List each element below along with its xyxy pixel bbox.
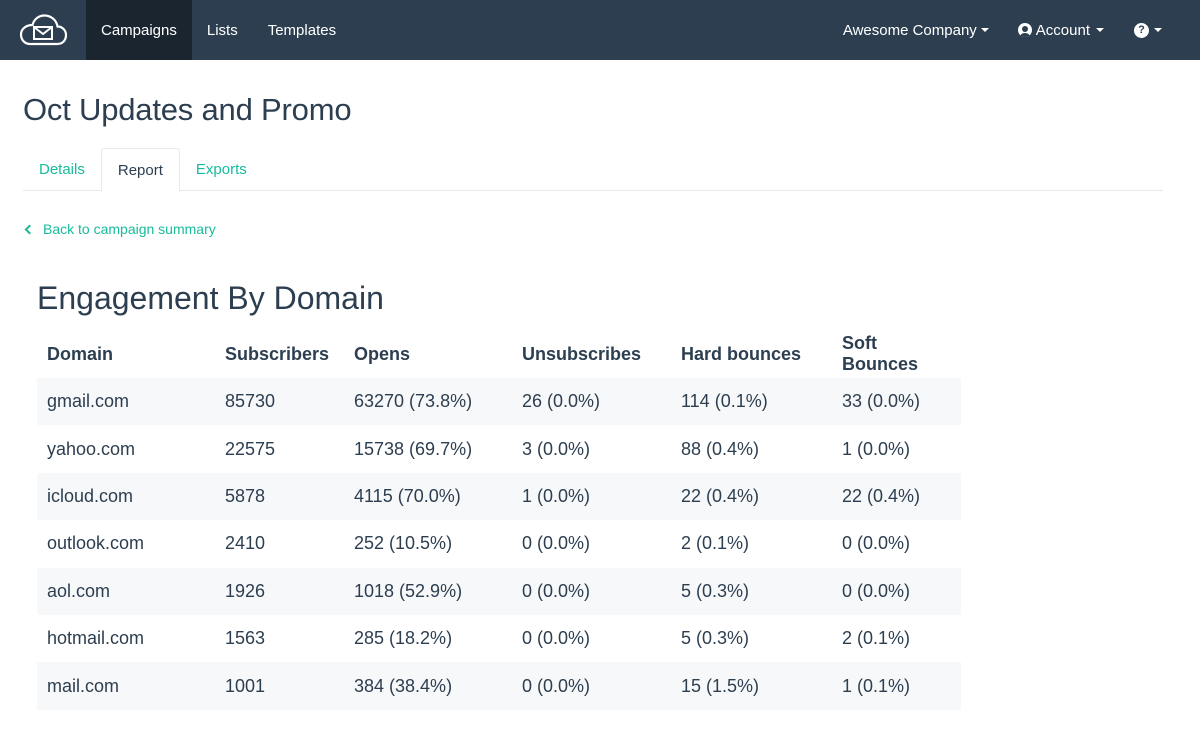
cell-unsubscribes: 1 (0.0%) <box>522 485 591 506</box>
cell-subscribers: 1926 <box>225 580 266 601</box>
question-circle-icon: ? <box>1134 22 1149 38</box>
page-title: Oct Updates and Promo <box>23 92 352 127</box>
cell-soft-bounces: 1 (0.0%) <box>842 438 911 459</box>
cell-subscribers: 2410 <box>225 533 266 554</box>
nav-templates[interactable]: Templates <box>267 21 337 39</box>
header-domain: Domain <box>47 343 114 364</box>
cloud-mail-icon <box>19 14 68 46</box>
header-row: Domain Subscribers Opens Unsubscribes Ha… <box>37 330 961 378</box>
company-dropdown[interactable]: Awesome Company <box>828 0 1003 60</box>
table-row: hotmail.com 1563 285 (18.2%) 0 (0.0%) 5 … <box>37 615 961 662</box>
cell-hard-bounces: 2 (0.1%) <box>681 533 750 554</box>
header-hard-bounces: Hard bounces <box>681 343 802 364</box>
cell-soft-bounces: 2 (0.1%) <box>842 628 911 649</box>
cell-domain: outlook.com <box>47 533 145 554</box>
cell-soft-bounces: 0 (0.0%) <box>842 533 911 554</box>
cell-domain: gmail.com <box>47 391 130 412</box>
account-dropdown[interactable]: Account <box>1003 0 1119 60</box>
cell-soft-bounces: 1 (0.1%) <box>842 675 911 696</box>
tab-report[interactable]: Report <box>100 148 180 192</box>
cell-domain: yahoo.com <box>47 438 136 459</box>
header-opens: Opens <box>354 343 411 364</box>
header-unsubscribes: Unsubscribes <box>522 343 642 364</box>
cell-opens: 252 (10.5%) <box>354 533 453 554</box>
cell-soft-bounces: 0 (0.0%) <box>842 580 911 601</box>
table-body: gmail.com 85730 63270 (73.8%) 26 (0.0%) … <box>37 378 961 710</box>
engagement-table: Domain Subscribers Opens Unsubscribes Ha… <box>37 330 961 710</box>
caret-down-icon <box>1096 28 1104 32</box>
cell-opens: 63270 (73.8%) <box>354 391 473 412</box>
header-soft-bounces: Soft Bounces <box>842 333 919 374</box>
cell-unsubscribes: 0 (0.0%) <box>522 675 591 696</box>
brand-logo[interactable] <box>0 0 86 60</box>
back-to-summary-link[interactable]: Back to campaign summary <box>23 221 216 237</box>
cell-subscribers: 1563 <box>225 628 266 649</box>
cell-soft-bounces: 22 (0.4%) <box>842 485 921 506</box>
user-circle-icon <box>1017 23 1032 37</box>
cell-domain: hotmail.com <box>47 628 145 649</box>
cell-hard-bounces: 5 (0.3%) <box>681 628 750 649</box>
cell-subscribers: 1001 <box>225 675 266 696</box>
nav-lists[interactable]: Lists <box>206 21 238 39</box>
cell-opens: 384 (38.4%) <box>354 675 453 696</box>
cell-hard-bounces: 22 (0.4%) <box>681 485 760 506</box>
back-link-label: Back to campaign summary <box>43 221 216 237</box>
table-row: gmail.com 85730 63270 (73.8%) 26 (0.0%) … <box>37 378 961 426</box>
caret-down-icon <box>980 28 989 32</box>
table-header: Domain Subscribers Opens Unsubscribes Ha… <box>37 330 961 378</box>
company-name: Awesome Company <box>842 21 977 39</box>
account-label: Account <box>1035 21 1090 39</box>
caret-down-icon <box>1154 28 1162 32</box>
help-dropdown[interactable]: ? <box>1119 0 1200 60</box>
cell-unsubscribes: 26 (0.0%) <box>522 391 601 412</box>
cell-unsubscribes: 0 (0.0%) <box>522 628 591 649</box>
chevron-left-icon <box>24 224 35 234</box>
navbar-right: Awesome Company Account ? <box>828 0 1200 60</box>
cell-hard-bounces: 114 (0.1%) <box>681 391 768 412</box>
cell-domain: aol.com <box>47 580 111 601</box>
cell-opens: 1018 (52.9%) <box>354 580 463 601</box>
cell-unsubscribes: 0 (0.0%) <box>522 533 591 554</box>
cell-subscribers: 22575 <box>225 438 276 459</box>
tab-exports[interactable]: Exports <box>195 161 247 178</box>
table-row: icloud.com 5878 4115 (70.0%) 1 (0.0%) 22… <box>37 472 961 521</box>
top-navbar: Campaigns Lists Templates Awesome Compan… <box>0 0 1200 60</box>
cell-soft-bounces: 33 (0.0%) <box>842 391 921 412</box>
cell-opens: 4115 (70.0%) <box>354 485 461 506</box>
cell-unsubscribes: 0 (0.0%) <box>522 580 591 601</box>
cell-opens: 15738 (69.7%) <box>354 438 473 459</box>
cell-subscribers: 5878 <box>225 485 266 506</box>
cell-hard-bounces: 15 (1.5%) <box>681 675 760 696</box>
tab-details[interactable]: Details <box>39 161 85 178</box>
table-row: outlook.com 2410 252 (10.5%) 0 (0.0%) 2 … <box>37 520 961 567</box>
table-row: yahoo.com 22575 15738 (69.7%) 3 (0.0%) 8… <box>37 425 961 472</box>
engagement-title: Engagement By Domain <box>37 280 384 316</box>
header-subscribers: Subscribers <box>225 343 330 364</box>
cell-unsubscribes: 3 (0.0%) <box>522 438 591 459</box>
table-row: aol.com 1926 1018 (52.9%) 0 (0.0%) 5 (0.… <box>37 567 961 615</box>
cell-domain: icloud.com <box>47 485 134 506</box>
cell-hard-bounces: 88 (0.4%) <box>681 438 760 459</box>
campaign-tabs: Details Report Exports <box>23 148 1163 192</box>
cell-domain: mail.com <box>47 675 120 696</box>
cell-hard-bounces: 5 (0.3%) <box>681 580 750 601</box>
cell-opens: 285 (18.2%) <box>354 628 453 649</box>
table-row: mail.com 1001 384 (38.4%) 0 (0.0%) 15 (1… <box>37 662 961 710</box>
cell-subscribers: 85730 <box>225 391 276 412</box>
nav-campaigns[interactable]: Campaigns <box>86 0 192 60</box>
